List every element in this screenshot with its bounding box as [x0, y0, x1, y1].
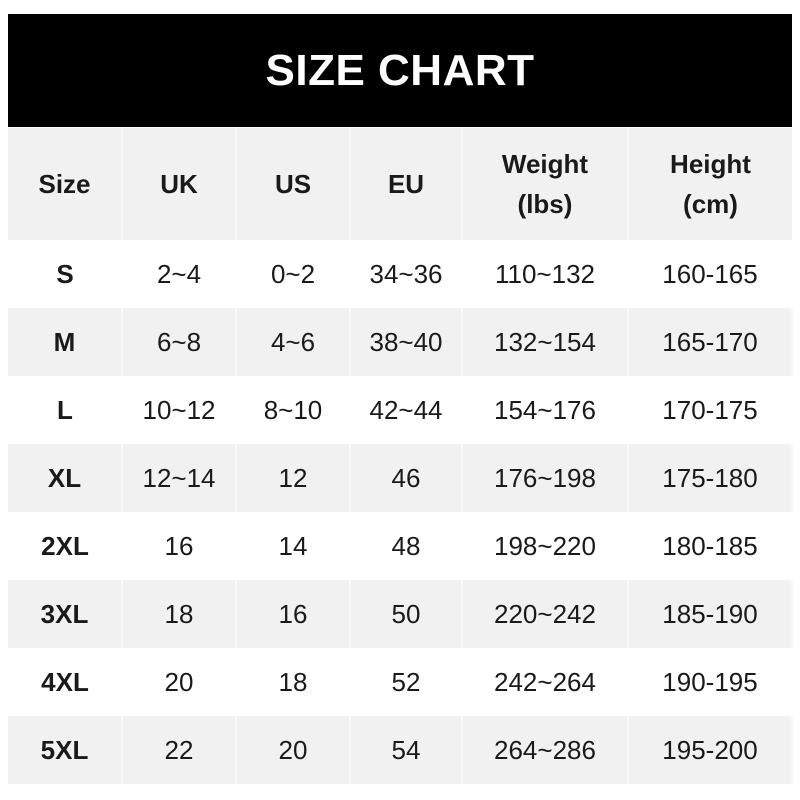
- table-cell: 198~220: [462, 512, 628, 580]
- column-header: Height (cm): [628, 128, 792, 240]
- table-cell: 170-175: [628, 376, 792, 444]
- table-row: 5XL 22 20 54 264~286 195-200: [8, 716, 793, 784]
- size-cell: L: [8, 376, 122, 444]
- table-cell: 190-195: [628, 648, 792, 716]
- page-title: SIZE CHART: [265, 45, 535, 95]
- table-cell: 50: [350, 580, 463, 648]
- table-cell: 10~12: [122, 376, 236, 444]
- table-cell: 22: [122, 716, 237, 784]
- table-cell: 20: [236, 716, 351, 784]
- table-row: S 2~4 0~2 34~36 110~132 160-165: [8, 240, 792, 308]
- table-cell: 195-200: [628, 716, 793, 784]
- table-cell: 54: [350, 716, 463, 784]
- table-cell: 4~6: [236, 308, 351, 376]
- table-row: M 6~8 4~6 38~40 132~154 165-170: [8, 308, 793, 376]
- table-cell: 165-170: [628, 308, 793, 376]
- column-header: UK: [122, 128, 237, 240]
- size-cell: 4XL: [8, 648, 122, 716]
- table-cell: 0~2: [236, 240, 350, 308]
- table-cell: 175-180: [628, 444, 793, 512]
- table-cell: 242~264: [462, 648, 628, 716]
- table-cell: 132~154: [462, 308, 629, 376]
- title-banner: SIZE CHART: [8, 14, 792, 127]
- table-cell: 38~40: [350, 308, 463, 376]
- size-cell: 2XL: [8, 512, 122, 580]
- column-header: EU: [350, 128, 463, 240]
- table-cell: 48: [350, 512, 462, 580]
- table-cell: 20: [122, 648, 236, 716]
- size-cell: S: [8, 240, 122, 308]
- table-row: XL 12~14 12 46 176~198 175-180: [8, 444, 793, 512]
- table-cell: 6~8: [122, 308, 237, 376]
- table-cell: 52: [350, 648, 462, 716]
- table-cell: 264~286: [462, 716, 629, 784]
- table-cell: 110~132: [462, 240, 628, 308]
- table-row: L 10~12 8~10 42~44 154~176 170-175: [8, 376, 792, 444]
- size-cell: 3XL: [8, 580, 123, 648]
- column-header: Weight (lbs): [462, 128, 629, 240]
- table-row: 3XL 18 16 50 220~242 185-190: [8, 580, 793, 648]
- table-cell: 14: [236, 512, 350, 580]
- table-row: 4XL 20 18 52 242~264 190-195: [8, 648, 792, 716]
- size-cell: 5XL: [8, 716, 123, 784]
- table-cell: 12~14: [122, 444, 237, 512]
- table-cell: 16: [236, 580, 351, 648]
- size-cell: M: [8, 308, 123, 376]
- table-cell: 18: [236, 648, 350, 716]
- table-cell: 8~10: [236, 376, 350, 444]
- table-cell: 2~4: [122, 240, 236, 308]
- table-cell: 34~36: [350, 240, 462, 308]
- table-cell: 160-165: [628, 240, 792, 308]
- table-cell: 12: [236, 444, 351, 512]
- table-row: 2XL 16 14 48 198~220 180-185: [8, 512, 792, 580]
- table-cell: 154~176: [462, 376, 628, 444]
- column-header: US: [236, 128, 351, 240]
- table-body: S 2~4 0~2 34~36 110~132 160-165 M 6~8 4~6 38~40 13…: [8, 240, 793, 784]
- table-cell: 16: [122, 512, 236, 580]
- table-cell: 220~242: [462, 580, 629, 648]
- table-cell: 180-185: [628, 512, 792, 580]
- header-row: Size UK US EU Weight (lbs) Height (cm): [8, 128, 792, 240]
- table-cell: 18: [122, 580, 237, 648]
- table-cell: 42~44: [350, 376, 462, 444]
- table-cell: 46: [350, 444, 463, 512]
- table-cell: 176~198: [462, 444, 629, 512]
- table-cell: 185-190: [628, 580, 793, 648]
- size-cell: XL: [8, 444, 123, 512]
- size-table: Size UK US EU Weight (lbs) Height (cm) S 2~4 0~2 3…: [8, 128, 793, 784]
- column-header: Size: [8, 128, 123, 240]
